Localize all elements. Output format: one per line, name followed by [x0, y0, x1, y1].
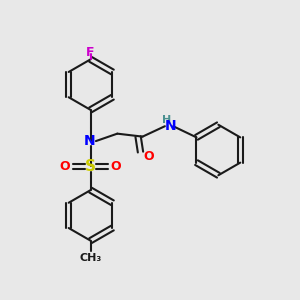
Text: H: H: [162, 115, 171, 125]
Text: N: N: [164, 118, 176, 133]
Text: CH₃: CH₃: [80, 253, 102, 262]
Text: O: O: [60, 160, 70, 173]
Text: O: O: [111, 160, 122, 173]
Text: O: O: [143, 150, 154, 163]
Text: S: S: [85, 159, 96, 174]
Text: N: N: [83, 134, 95, 148]
Text: F: F: [86, 46, 95, 59]
